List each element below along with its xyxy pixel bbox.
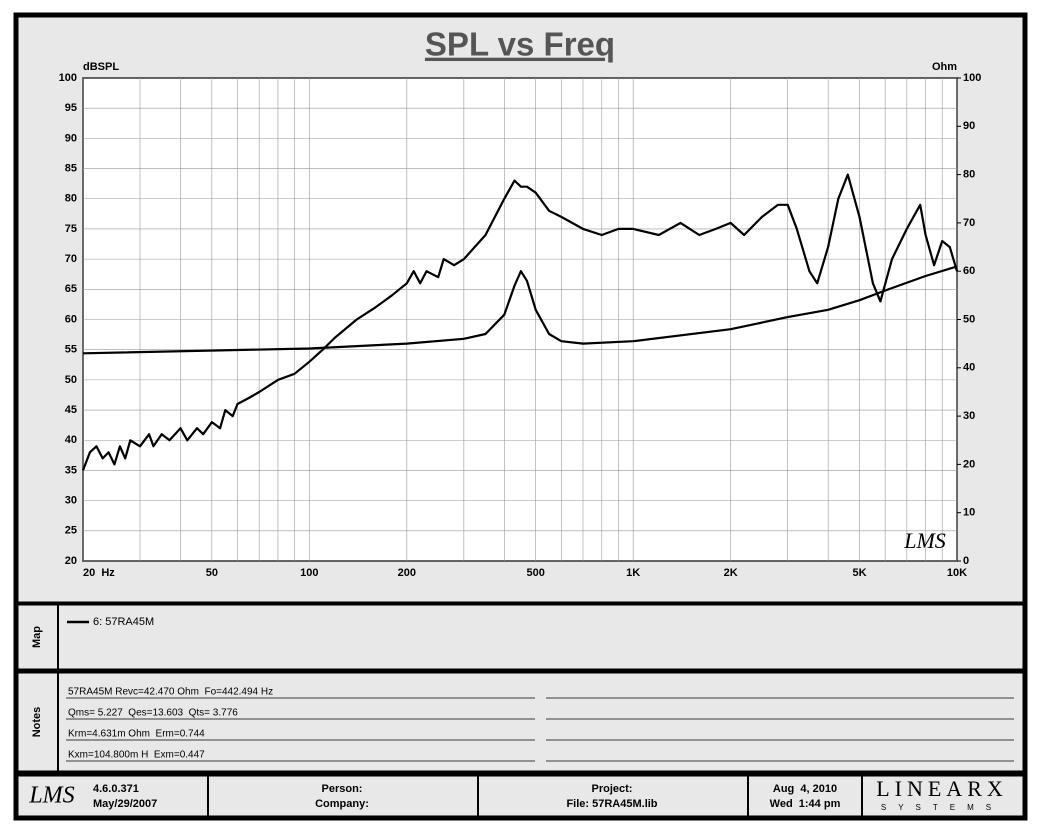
y2-tick-label: 60	[963, 265, 975, 277]
map-panel	[15, 602, 1026, 672]
x-tick-label: 50	[206, 567, 218, 579]
x-tick-label: 2K	[724, 567, 738, 579]
x-tick-label: 20 Hz	[83, 567, 115, 579]
version: 4.6.0.371	[93, 783, 139, 795]
annotation: LMS	[903, 528, 946, 553]
y-tick-label: 25	[65, 525, 77, 537]
y2-tick-label: 30	[963, 410, 975, 422]
y-tick-label: 75	[65, 223, 77, 235]
y-tick-label: 60	[65, 313, 77, 325]
note-line: 57RA45M Revc=42.470 Ohm Fo=442.494 Hz	[68, 687, 273, 698]
y2-tick-label: 40	[963, 362, 975, 374]
project: Project:	[592, 783, 633, 795]
y-tick-label: 35	[65, 464, 77, 476]
x-tick-label: 1K	[626, 567, 640, 579]
brand-sub: SYSTEMS	[881, 803, 1003, 812]
y2-tick-label: 10	[963, 507, 975, 519]
y-tick-label: 100	[59, 72, 77, 84]
y-tick-label: 65	[65, 283, 77, 295]
x-tick-label: 5K	[852, 567, 866, 579]
brand: LINEARX	[876, 776, 1008, 801]
y2-tick-label: 80	[963, 169, 975, 181]
x-tick-label: 500	[527, 567, 545, 579]
notes-panel	[15, 670, 1026, 774]
map-label: Map	[31, 626, 43, 648]
grid	[82, 77, 958, 562]
company: Company:	[315, 798, 369, 810]
person: Person:	[322, 783, 363, 795]
legend-entry: 6: 57RA45M	[93, 616, 154, 628]
notes-lines: 57RA45M Revc=42.470 Ohm Fo=442.494 Hz Qms…	[66, 687, 1014, 762]
y2-tick-label: 20	[963, 458, 975, 470]
y-tick-label: 55	[65, 344, 77, 356]
y-tick-label: 50	[65, 374, 77, 386]
y-tick-label: 30	[65, 495, 77, 507]
y2-tick-label: 100	[963, 72, 981, 84]
outer-border	[13, 12, 1028, 821]
y-axis-label: dBSPL	[83, 61, 119, 73]
series-line	[82, 265, 958, 355]
chart-title: SPL vs Freq	[425, 26, 615, 63]
date: Aug 4, 2010	[773, 783, 837, 795]
footer-logo: LMS	[28, 783, 74, 809]
y2-tick-label: 0	[963, 555, 969, 567]
x-tick-label: 200	[398, 567, 416, 579]
x-tick-label: 10K	[947, 567, 967, 579]
y-tick-label: 90	[65, 132, 77, 144]
series-line	[81, 173, 959, 471]
y-tick-label: 80	[65, 193, 77, 205]
y-tick-label: 20	[65, 555, 77, 567]
y2-tick-label: 90	[963, 120, 975, 132]
y-tick-label: 70	[65, 253, 77, 265]
file: File: 57RA45M.lib	[566, 798, 657, 810]
note-line: Kxm=104.800m H Exm=0.447	[68, 750, 205, 761]
y-tick-label: 40	[65, 434, 77, 446]
y2-axis-label: Ohm	[932, 61, 957, 73]
note-line: Qms= 5.227 Qes=13.603 Qts= 3.776	[68, 708, 238, 719]
y-tick-label: 85	[65, 162, 77, 174]
note-line: Krm=4.631m Ohm Erm=0.744	[68, 729, 205, 740]
y-tick-label: 95	[65, 102, 77, 114]
y2-tick-label: 50	[963, 313, 975, 325]
y2-tick-label: 70	[963, 217, 975, 229]
version-date: May/29/2007	[93, 798, 157, 810]
notes-label: Notes	[31, 707, 43, 738]
footer-panel	[15, 773, 1026, 819]
x-tick-label: 100	[300, 567, 318, 579]
y-tick-label: 45	[65, 404, 77, 416]
time: Wed 1:44 pm	[770, 798, 841, 810]
